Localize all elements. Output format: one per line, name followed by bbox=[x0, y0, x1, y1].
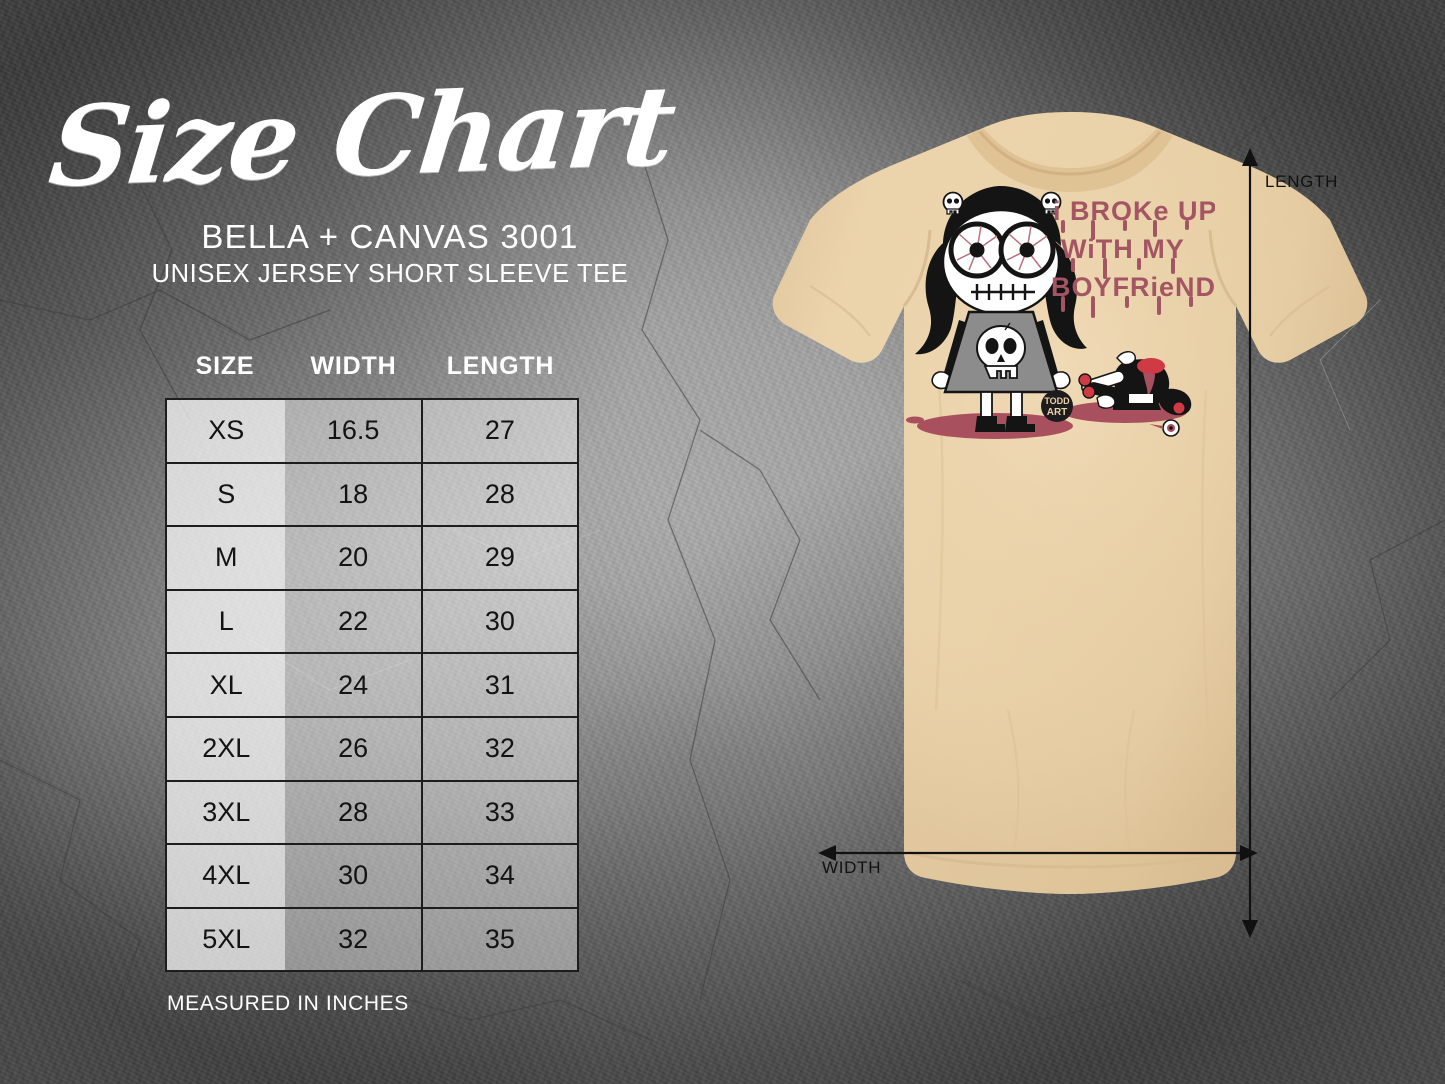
dress-skull-icon bbox=[976, 322, 1026, 379]
column-header-width: WIDTH bbox=[310, 351, 397, 380]
dismembered-body-icon bbox=[1078, 351, 1192, 437]
cell-width: 28 bbox=[285, 779, 422, 846]
cell-length: 29 bbox=[420, 525, 578, 591]
svg-text:i BROKe UP: i BROKe UP bbox=[1053, 196, 1215, 226]
length-measure-label: LENGTH bbox=[1265, 172, 1339, 191]
cell-length: 34 bbox=[420, 843, 578, 909]
width-measure-arrow-icon bbox=[818, 845, 1258, 861]
table-row: S 18 28 bbox=[166, 461, 578, 528]
cell-width: 20 bbox=[285, 525, 422, 591]
cell-size: XL bbox=[166, 652, 286, 718]
page-title: Size Chart bbox=[43, 60, 680, 212]
hair-skull-right-icon bbox=[1040, 191, 1062, 215]
table-row: 3XL 28 33 bbox=[166, 779, 578, 846]
print-headline: i BROKe UP WiTH MY BOYFRieND bbox=[1051, 196, 1215, 318]
cell-width: 30 bbox=[285, 843, 422, 909]
column-header-length: LENGTH bbox=[446, 351, 555, 380]
garment-description: UNISEX JERSEY SHORT SLEEVE TEE bbox=[151, 260, 629, 288]
table-row: 5XL 32 35 bbox=[166, 906, 578, 972]
cell-length: 30 bbox=[420, 588, 578, 655]
tshirt-image bbox=[772, 112, 1368, 894]
cartoon-girl-icon bbox=[915, 186, 1087, 432]
cell-size: 2XL bbox=[166, 715, 286, 782]
todd-art-badge: TODD ART bbox=[1041, 390, 1073, 422]
cell-size: 3XL bbox=[166, 779, 286, 846]
cell-size: L bbox=[166, 588, 286, 655]
cell-width: 18 bbox=[285, 461, 422, 528]
svg-text:WiTH MY: WiTH MY bbox=[1061, 234, 1185, 264]
table-row: L 22 30 bbox=[166, 588, 578, 655]
size-table-container: SIZE WIDTH LENGTH XS 16.5 27 S 18 28 M 20 29 L 22 3… bbox=[165, 346, 579, 973]
measurement-unit-note: MEASURED IN INCHES bbox=[167, 992, 409, 1015]
cell-size: M bbox=[166, 525, 286, 591]
cell-width: 16.5 bbox=[285, 399, 422, 464]
size-chart-panel: Size Chart BELLA + CANVAS 3001 UNISEX JE… bbox=[0, 0, 680, 1084]
cell-length: 33 bbox=[420, 779, 578, 846]
tshirt-graphic-print: i BROKe UP WiTH MY BOYFRieND bbox=[906, 186, 1215, 439]
cell-length: 27 bbox=[420, 399, 578, 464]
cell-width: 32 bbox=[285, 906, 422, 972]
svg-text:BOYFRieND: BOYFRieND bbox=[1051, 272, 1215, 302]
cell-size: S bbox=[166, 461, 286, 528]
cell-width: 24 bbox=[285, 652, 422, 718]
width-measure-label: WIDTH bbox=[822, 858, 882, 877]
cell-length: 28 bbox=[420, 461, 578, 528]
table-column-headers: SIZE WIDTH LENGTH bbox=[165, 346, 579, 386]
hair-skull-left-icon bbox=[942, 191, 964, 215]
cell-size: XS bbox=[166, 399, 286, 464]
svg-text:ART: ART bbox=[1047, 407, 1068, 418]
tshirt-mockup-area: i BROKe UP WiTH MY BOYFRieND bbox=[700, 0, 1445, 1084]
size-table: XS 16.5 27 S 18 28 M 20 29 L 22 30 XL 24 31 2XL 26 32 3XL 2… bbox=[165, 398, 579, 973]
brand-name: BELLA + CANVAS 3001 bbox=[201, 218, 579, 255]
table-row: XL 24 31 bbox=[166, 652, 578, 718]
column-header-size: SIZE bbox=[195, 351, 255, 380]
table-row: XS 16.5 27 bbox=[166, 399, 578, 464]
svg-text:TODD: TODD bbox=[1044, 396, 1070, 406]
table-row: 4XL 30 34 bbox=[166, 843, 578, 909]
cell-length: 35 bbox=[420, 906, 578, 972]
cell-length: 32 bbox=[420, 715, 578, 782]
table-row: M 20 29 bbox=[166, 525, 578, 591]
table-row: 2XL 26 32 bbox=[166, 715, 578, 782]
cell-width: 22 bbox=[285, 588, 422, 655]
cell-size: 5XL bbox=[166, 906, 286, 972]
cell-length: 31 bbox=[420, 652, 578, 718]
length-measure-arrow-icon bbox=[1242, 148, 1258, 938]
eyeball-icon bbox=[1149, 419, 1180, 437]
cell-width: 26 bbox=[285, 715, 422, 782]
cell-size: 4XL bbox=[166, 843, 286, 909]
